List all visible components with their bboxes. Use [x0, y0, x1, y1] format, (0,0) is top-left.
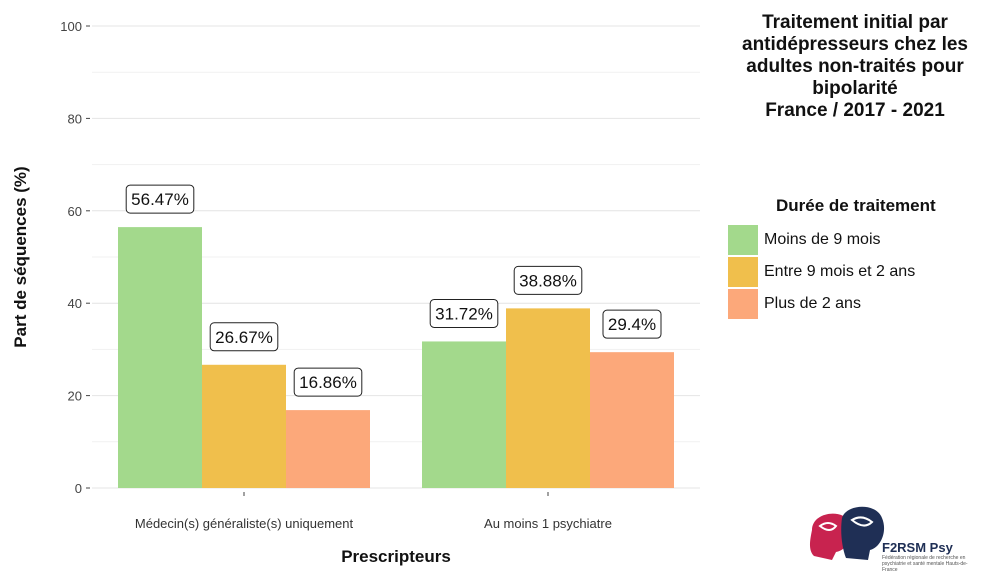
- title-line: bipolarité: [812, 78, 898, 99]
- bar: [118, 227, 202, 489]
- title-line: Traitement initial par: [762, 12, 948, 33]
- y-tick-label: 80: [68, 111, 82, 126]
- data-label-box: [602, 309, 662, 339]
- legend-item: Moins de 9 mois: [728, 224, 936, 256]
- y-tick-label: 60: [68, 204, 82, 219]
- f2rsm-logo-icon: [810, 506, 885, 560]
- data-label-box: [125, 184, 195, 214]
- data-label: 26.67%: [215, 328, 273, 347]
- legend-swatch: [728, 289, 758, 319]
- legend-item: Entre 9 mois et 2 ans: [728, 256, 936, 288]
- data-label-box: [513, 265, 583, 295]
- data-label-box: [429, 298, 499, 328]
- y-tick-label: 0: [75, 481, 82, 496]
- data-label: 56.47%: [131, 190, 189, 209]
- title-line: adultes non-traités pour: [746, 56, 964, 77]
- logo-subtitle: Fédération régionale de recherche en psy…: [882, 555, 968, 573]
- x-tick-label: Médecin(s) généraliste(s) uniquement: [135, 516, 354, 531]
- title-line: France / 2017 - 2021: [765, 100, 945, 121]
- legend-swatch: [728, 257, 758, 287]
- y-tick-label: 100: [60, 19, 82, 34]
- bar: [286, 410, 370, 488]
- bar: [590, 352, 674, 488]
- x-tick-label: Au moins 1 psychiatre: [484, 516, 612, 531]
- legend-item: Plus de 2 ans: [728, 288, 936, 320]
- x-axis-title: Prescripteurs: [341, 547, 451, 566]
- data-label-box: [293, 367, 363, 397]
- data-label: 29.4%: [608, 315, 656, 334]
- data-label: 38.88%: [519, 271, 577, 290]
- legend-title: Durée de traitement: [776, 196, 936, 215]
- logo-name: F2RSM Psy: [882, 540, 953, 555]
- legend-label: Plus de 2 ans: [764, 295, 861, 312]
- title-line: antidépresseurs chez les: [742, 34, 968, 55]
- legend-label: Moins de 9 mois: [764, 231, 881, 248]
- y-tick-label: 40: [68, 296, 82, 311]
- legend: Durée de traitement Moins de 9 mois Entr…: [728, 196, 936, 320]
- bar: [506, 308, 590, 488]
- bar: [422, 341, 506, 488]
- y-axis-title: Part de séquences (%): [11, 166, 30, 347]
- y-tick-label: 20: [68, 389, 82, 404]
- data-label: 31.72%: [435, 304, 493, 323]
- chart-title: Traitement initial par antidépresseurs c…: [720, 12, 990, 122]
- legend-swatch: [728, 225, 758, 255]
- data-label: 16.86%: [299, 373, 357, 392]
- legend-label: Entre 9 mois et 2 ans: [764, 263, 916, 280]
- bar: [202, 364, 286, 488]
- data-label-box: [209, 322, 279, 352]
